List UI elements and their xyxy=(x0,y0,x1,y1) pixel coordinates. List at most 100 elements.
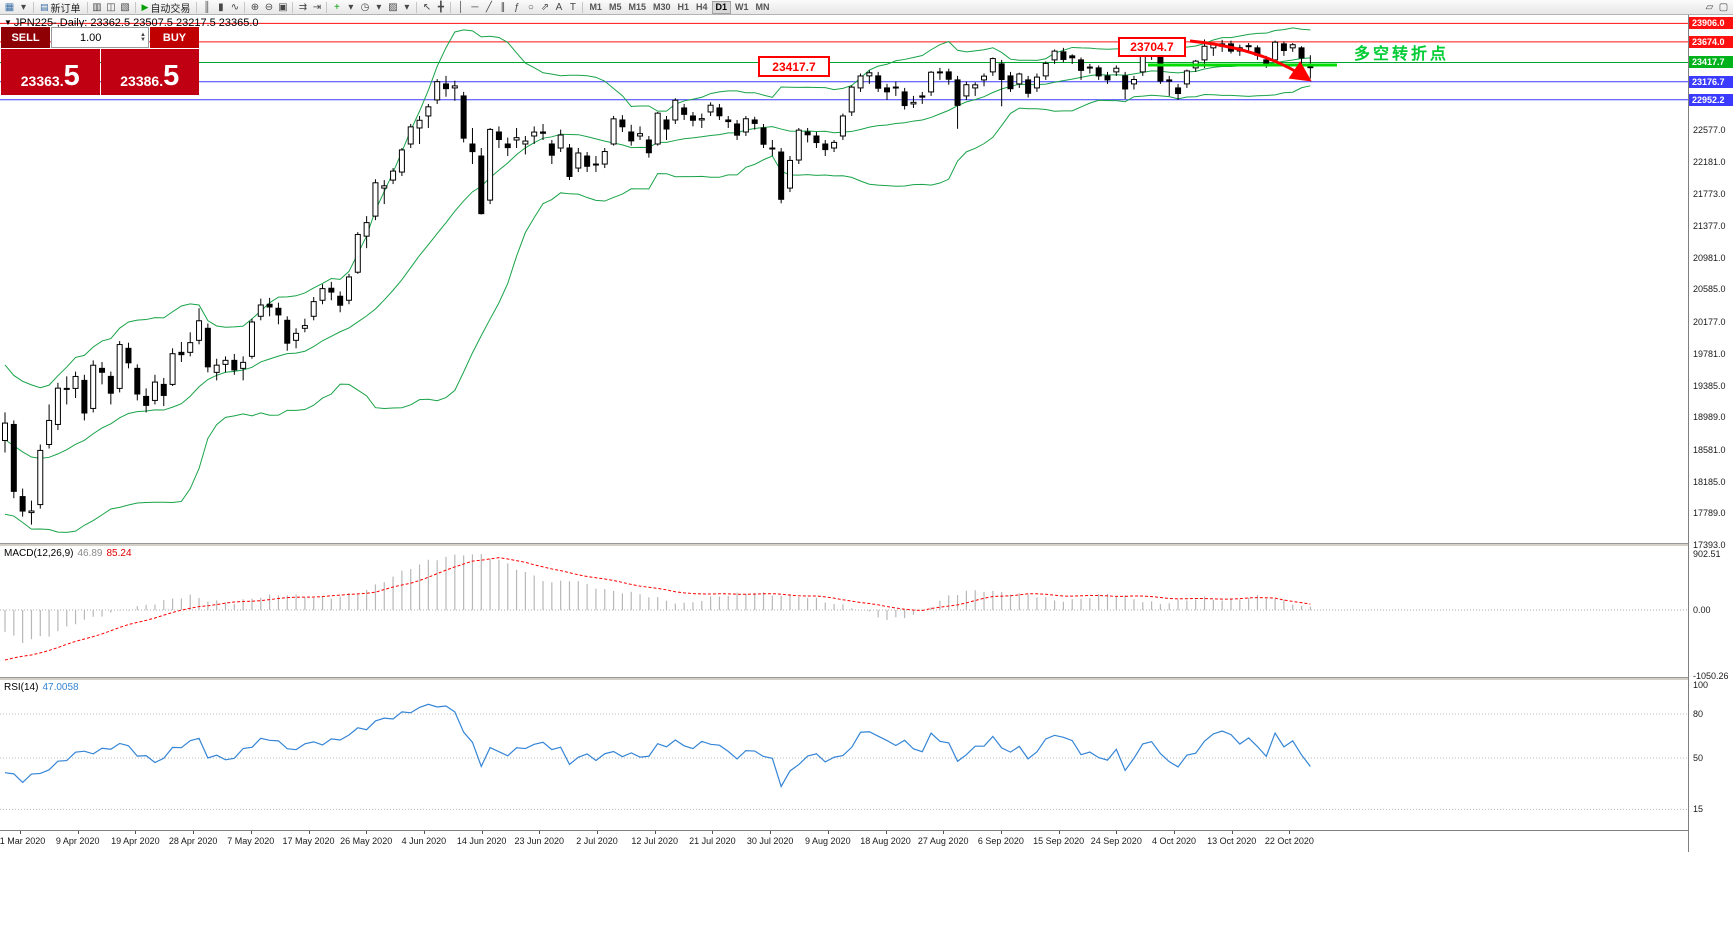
volume-input[interactable]: 1.00 ▲ ▼ xyxy=(51,27,149,48)
date-tick-mark xyxy=(423,831,425,834)
date-axis-label: 31 Mar 2020 xyxy=(0,836,46,846)
symbol-ohlc-text: JPN225-,Daily: 23362.5 23507.5 23217.5 2… xyxy=(13,17,259,29)
vertical-line-icon[interactable]: │ xyxy=(457,1,465,13)
date-axis-label: 17 May 2020 xyxy=(282,836,335,846)
tf-w1-button[interactable]: W1 xyxy=(735,2,749,12)
bottom-empty-strip xyxy=(0,852,1733,936)
macd-axis-label: 902.51 xyxy=(1693,548,1721,559)
tile-windows-icon[interactable]: ▣ xyxy=(278,1,288,13)
chart-list-dropdown-icon[interactable]: ▾ xyxy=(20,1,27,13)
tf-d1-button[interactable]: D1 xyxy=(711,0,732,14)
tf-m30-button[interactable]: M30 xyxy=(652,2,671,12)
periods-icon[interactable]: ◷ xyxy=(360,1,370,13)
window-arrange-icon[interactable]: ▱ xyxy=(1705,1,1714,13)
tf-m5-button[interactable]: M5 xyxy=(608,2,622,12)
chart-properties-icon[interactable]: ▢ xyxy=(1718,1,1729,13)
price-axis-label: 22577.0 xyxy=(1693,124,1726,135)
templates-icon[interactable]: ▨ xyxy=(388,1,398,13)
trendline-icon[interactable]: ╱ xyxy=(485,1,492,13)
rsi-line xyxy=(4,703,1311,788)
volume-value: 1.00 xyxy=(80,31,102,44)
zoom-in-icon[interactable]: ⊕ xyxy=(250,1,260,13)
date-axis-label: 23 Jun 2020 xyxy=(514,836,565,846)
date-axis-label: 4 Oct 2020 xyxy=(1151,836,1197,846)
toolbar: ▦ ▾ ▤ 新订单 ▥ ◫ ▧ ▶ 自动交易 ║ ▮ ∿ ⊕ ⊖ ▣ ⇉ ⇥ + ▾ ◷ ▾ ▨ ▾ ↖ ╋ │ ─ ╱ ∥ ƒ ○ ⇗ A T M… xyxy=(0,0,1733,15)
cursor-icon[interactable]: ↖ xyxy=(422,1,432,13)
toolbar-separator xyxy=(450,1,452,13)
indicators-dropdown-icon[interactable]: ▾ xyxy=(348,1,354,13)
pane-separator[interactable] xyxy=(0,677,1733,680)
date-tick-mark xyxy=(481,831,483,834)
date-axis-label: 13 Oct 2020 xyxy=(1207,836,1257,846)
date-axis[interactable]: 31 Mar 2020 9 Apr 2020 19 Apr 2020 28 Apr 2… xyxy=(0,830,1688,852)
chart-symbol-ohlc: ▼ JPN225-,Daily: 23362.5 23507.5 23217.5 … xyxy=(4,17,259,29)
new-order-icon: ▤ xyxy=(40,1,49,12)
date-tick-mark xyxy=(885,831,887,834)
date-axis-label: 22 Oct 2020 xyxy=(1264,836,1314,846)
text-icon[interactable]: A xyxy=(555,1,563,13)
data-window-icon[interactable]: ◫ xyxy=(106,1,116,13)
sell-button[interactable]: SELL xyxy=(1,27,50,48)
chart-shift-icon[interactable]: ⇥ xyxy=(312,1,322,13)
volume-stepper[interactable]: ▲ ▼ xyxy=(140,31,146,43)
new-chart-icon[interactable]: ▦ xyxy=(4,1,15,13)
line-chart-icon[interactable]: ∿ xyxy=(230,1,240,13)
market-watch-icon[interactable]: ▥ xyxy=(92,1,102,13)
text-label-icon[interactable]: T xyxy=(569,1,576,13)
tf-mn-button[interactable]: MN xyxy=(755,2,770,12)
fibonacci-icon[interactable]: ƒ xyxy=(514,1,520,13)
price-axis[interactable]: 22577.0 22181.0 21773.0 21377.0 20981.0 20585… xyxy=(1688,15,1733,852)
date-axis-label: 15 Sep 2020 xyxy=(1033,836,1085,846)
bar-chart-icon[interactable]: ║ xyxy=(203,1,211,13)
date-axis-label: 30 Jul 2020 xyxy=(746,836,794,846)
toolbar-separator xyxy=(292,1,294,13)
auto-scroll-icon[interactable]: ⇉ xyxy=(298,1,308,13)
price-axis-label: 22181.0 xyxy=(1693,156,1726,167)
price-axis-label: 20177.0 xyxy=(1693,317,1726,328)
buy-button[interactable]: BUY xyxy=(150,27,199,48)
price-axis-label: 20585.0 xyxy=(1693,284,1726,295)
date-tick-mark xyxy=(1231,831,1233,834)
horizontal-line-icon[interactable]: ─ xyxy=(471,1,479,13)
tf-m15-button[interactable]: M15 xyxy=(628,2,646,12)
horizontal-lines[interactable] xyxy=(0,22,1688,101)
date-tick-mark xyxy=(597,831,598,834)
swing-high-annotation[interactable]: 23704.7 xyxy=(1118,37,1186,57)
tf-m1-button[interactable]: M1 xyxy=(589,2,602,12)
new-order-button[interactable]: ▤ 新订单 xyxy=(37,1,84,15)
buy-price[interactable]: 23386. 5 xyxy=(100,49,199,95)
rsi-pane-canvas[interactable] xyxy=(0,680,1688,830)
price-level-annotation[interactable]: 23417.7 xyxy=(758,56,830,77)
periods-dropdown-icon[interactable]: ▾ xyxy=(376,1,382,13)
auto-trading-button[interactable]: ▶ 自动交易 xyxy=(139,1,194,15)
templates-dropdown-icon[interactable]: ▾ xyxy=(404,1,410,13)
volume-up-icon[interactable]: ▲ xyxy=(140,31,146,38)
price-axis-label: 17789.0 xyxy=(1693,508,1726,519)
turning-point-text[interactable]: 多空转折点 xyxy=(1354,46,1450,63)
price-axis-label: 18581.0 xyxy=(1693,445,1726,456)
trend-arrow[interactable] xyxy=(1189,39,1312,82)
macd-pane-canvas[interactable] xyxy=(0,546,1688,677)
pane-separator[interactable] xyxy=(0,543,1733,546)
tf-h1-button[interactable]: H1 xyxy=(677,2,690,12)
navigator-icon[interactable]: ▧ xyxy=(120,1,130,13)
sell-price[interactable]: 23363. 5 xyxy=(1,49,100,95)
crosshair-icon[interactable]: ╋ xyxy=(437,1,444,13)
main-chart-canvas[interactable] xyxy=(0,15,1688,543)
channel-icon[interactable]: ∥ xyxy=(500,1,506,13)
toolbar-separator xyxy=(86,1,88,13)
one-click-collapse-icon[interactable]: ▼ xyxy=(4,18,12,27)
candlestick-chart-icon[interactable]: ▮ xyxy=(218,1,224,13)
date-axis-label: 28 Apr 2020 xyxy=(168,836,218,846)
date-axis-label: 14 Jun 2020 xyxy=(456,836,507,846)
tf-h4-button[interactable]: H4 xyxy=(696,2,708,12)
shapes-icon[interactable]: ○ xyxy=(527,1,534,13)
date-tick-mark xyxy=(827,831,829,834)
volume-down-icon[interactable]: ▼ xyxy=(140,36,146,43)
date-tick-mark xyxy=(135,831,137,834)
arrows-icon[interactable]: ⇗ xyxy=(540,1,550,13)
date-axis-label: 6 Sep 2020 xyxy=(977,836,1024,846)
date-axis-label: 12 Jul 2020 xyxy=(631,836,678,846)
zoom-out-icon[interactable]: ⊖ xyxy=(264,1,274,13)
indicators-icon[interactable]: + xyxy=(334,1,340,13)
